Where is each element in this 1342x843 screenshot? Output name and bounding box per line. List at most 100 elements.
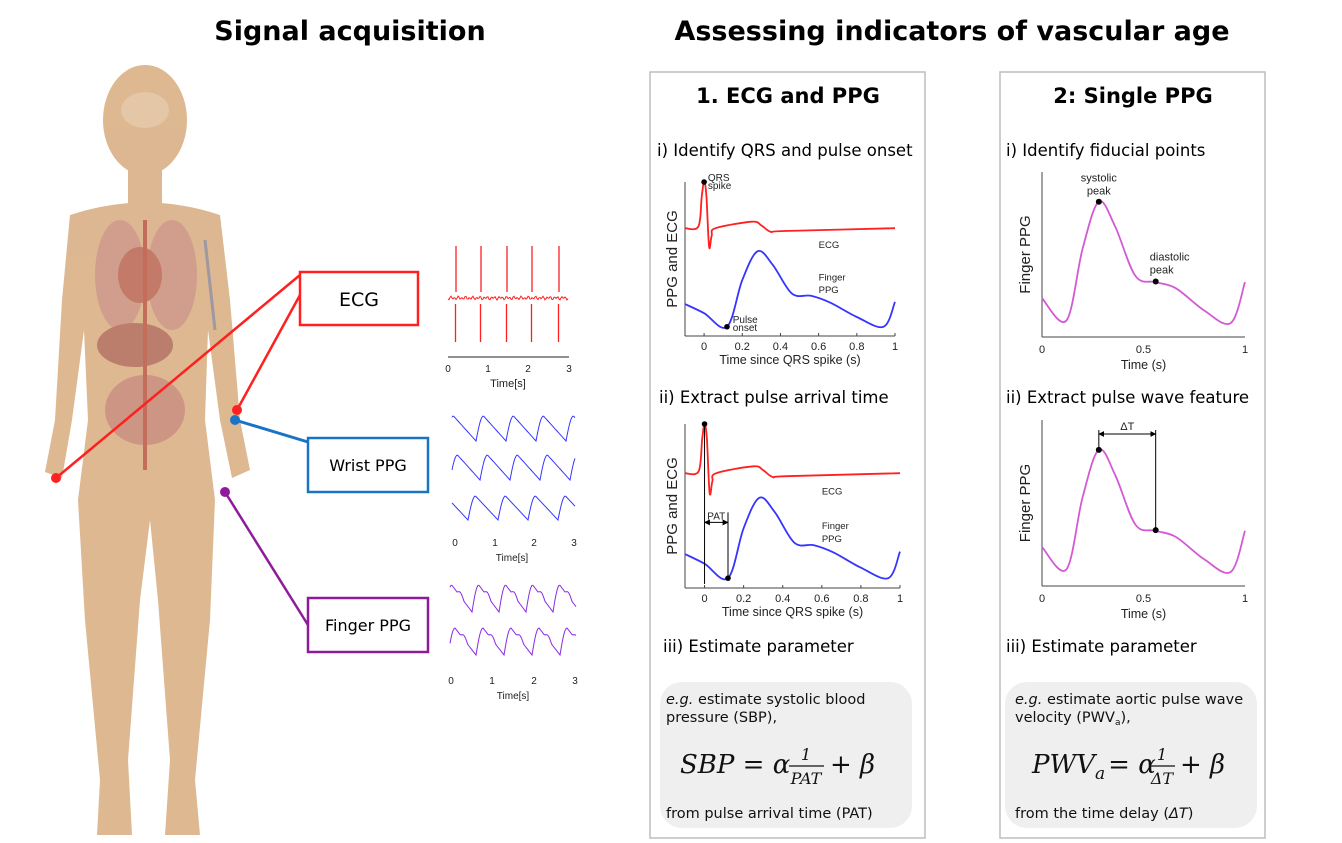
pat-plot: 0 0.2 0.4 0.6 0.8 1 Time since QRS spike (s) PP…	[664, 421, 903, 619]
eg: e.g.	[1015, 692, 1042, 708]
pwv-eq-num: 1	[1157, 745, 1167, 764]
qrs-onset-plot: 0 0.2 0.4 0.6 0.8 1 Time since QRS spike (s) PP…	[664, 173, 898, 367]
diastolic-label: peak	[1150, 265, 1174, 277]
onset-label: Pulse	[733, 315, 758, 326]
tick-label: 1	[1242, 344, 1248, 356]
onset-label: onset	[733, 323, 758, 334]
pwv-eq-lhs: PWVa = α	[1031, 750, 1156, 784]
tick-label: 1	[897, 593, 903, 605]
ppg-signal	[449, 627, 577, 657]
finger-xlabel: Time[s]	[497, 691, 530, 702]
tick-label: 0.8	[853, 593, 868, 605]
pwv-eq-rhs: + β	[1180, 750, 1225, 780]
panel2-heading: 2: Single PPG	[1053, 84, 1212, 108]
wrist-label: Wrist PPG	[329, 456, 407, 475]
sbp-formula-box	[660, 682, 912, 828]
tick-label: 0	[1039, 344, 1045, 356]
acquired-signals	[447, 246, 577, 657]
tick-label: 2	[531, 676, 537, 687]
wrist-connector	[234, 418, 309, 444]
diastolic-label: diastolic	[1150, 252, 1190, 264]
sbp-eq-den: PAT	[790, 769, 823, 788]
qrs-spike-marker	[701, 179, 707, 185]
wrist-label-box	[306, 436, 430, 494]
tick-label: 0.8	[849, 341, 864, 353]
panel2-step2: ii) Extract pulse wave feature	[1006, 388, 1249, 407]
sbp-eq-lhs: SBP = α	[680, 750, 791, 780]
pwv: PWV	[1031, 750, 1097, 780]
organs-illustration	[95, 92, 217, 470]
finger-label: Finger PPG	[325, 616, 411, 635]
y-axis-label: Finger PPG	[1017, 464, 1034, 542]
tick-label: 0	[1039, 593, 1045, 605]
tick-label: 2	[531, 538, 537, 549]
tick-label: 0.6	[811, 341, 826, 353]
ecg-trace	[684, 423, 901, 496]
ppg-trace	[1041, 200, 1246, 325]
tick-label: 1	[492, 538, 498, 549]
tick-label: 0.4	[773, 341, 788, 353]
systolic-label: systolic	[1081, 173, 1118, 185]
ppg-signal	[451, 415, 576, 443]
ecg-electrode-dot	[51, 473, 61, 483]
x-axis-label: Time since QRS spike (s)	[722, 605, 863, 619]
tick-label: 0	[445, 364, 451, 375]
ecg-trace-label: ECG	[819, 240, 840, 251]
finger-connector	[223, 491, 310, 626]
tick-label: 0.6	[814, 593, 829, 605]
ecg-label-box	[298, 270, 420, 327]
pwv-description: e.g. estimate aortic pulse wave	[1015, 692, 1243, 708]
eq: = α	[1108, 750, 1156, 780]
ecg-xlabel: Time[s]	[490, 378, 526, 390]
tick-label: 2	[525, 364, 531, 375]
ecg-electrode-dot	[232, 405, 242, 415]
ecg-signal	[447, 295, 569, 301]
tick-label: 0.4	[775, 593, 790, 605]
tick-label: 3	[572, 676, 578, 687]
desc: estimate aortic pulse wave	[1042, 692, 1243, 708]
desc: ),	[1120, 710, 1130, 726]
desc: velocity (PWV	[1015, 710, 1115, 726]
tick-label: 1	[892, 341, 898, 353]
x-axis-label: Time since QRS spike (s)	[719, 353, 860, 367]
tick-label: 0.2	[735, 341, 750, 353]
panel1-step2: ii) Extract pulse arrival time	[659, 388, 889, 407]
panel2-step3: iii) Estimate parameter	[1006, 637, 1197, 656]
ppg-trace-label: Finger	[822, 521, 849, 532]
tick-label: 0	[448, 676, 454, 687]
ppg-signal	[451, 454, 576, 482]
ppg-trace-label: PPG	[819, 285, 839, 296]
qrs-label: spike	[708, 181, 732, 192]
y-axis-label: PPG and ECG	[664, 457, 681, 555]
systolic-peak-marker	[1095, 198, 1102, 205]
pwv-eq-den: ΔT	[1150, 769, 1175, 788]
x-axis-label: Time (s)	[1121, 607, 1166, 621]
panel1-step3: iii) Estimate parameter	[663, 637, 854, 656]
systolic-label: peak	[1087, 186, 1111, 198]
subscript: a	[1115, 718, 1121, 728]
pwv-formula-box	[1005, 682, 1257, 828]
ecg-connectors	[55, 274, 302, 479]
footer: )	[1188, 806, 1194, 822]
delta-t-label: ΔT	[1120, 421, 1134, 433]
sbp-description-2: pressure (SBP),	[666, 710, 777, 726]
tick-label: 1	[485, 364, 491, 375]
right-title: Assessing indicators of vascular age	[674, 16, 1229, 47]
tick-label: 0	[701, 593, 707, 605]
ppg-signal	[451, 495, 576, 522]
wrist-sensor-dot	[230, 415, 240, 425]
y-axis-label: Finger PPG	[1017, 215, 1034, 293]
footer: ΔT	[1168, 806, 1189, 822]
tick-label: 0.5	[1136, 344, 1151, 356]
desc: estimate systolic blood	[693, 692, 865, 708]
pulse-wave-feature-plot: 0 0.5 1 Time (s) Finger PPG ΔT	[1017, 420, 1248, 621]
ppg-trace-label: Finger	[819, 273, 846, 284]
tick-label: 0	[452, 538, 458, 549]
tick-label: 3	[571, 538, 577, 549]
tick-label: 0	[701, 341, 707, 353]
tick-label: 1	[1242, 593, 1248, 605]
pulse-onset-marker	[724, 323, 730, 330]
ecg-label: ECG	[339, 289, 379, 311]
